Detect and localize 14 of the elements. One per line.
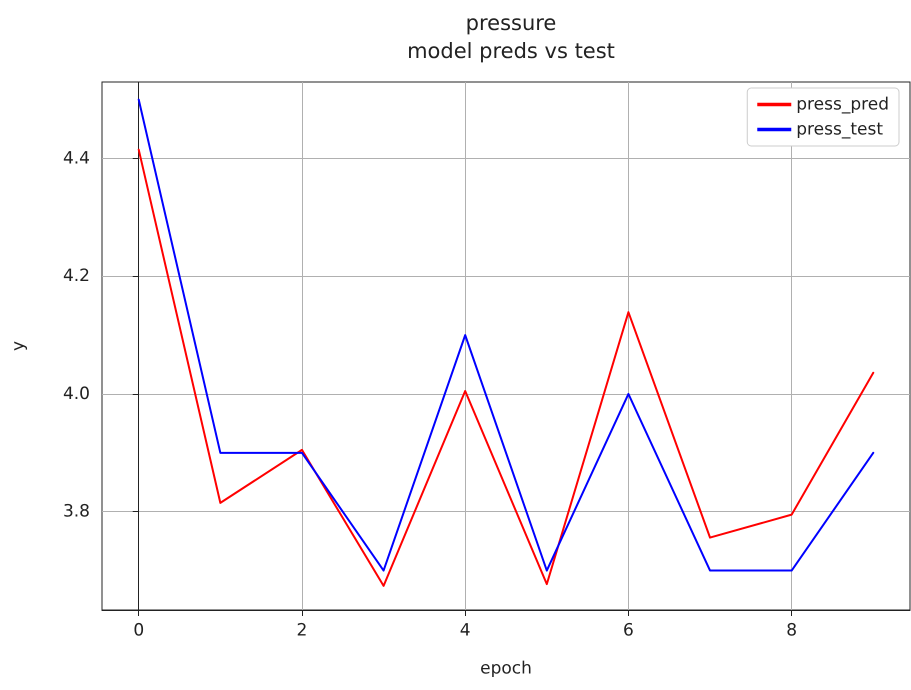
y-tick-label: 4.2 — [62, 266, 90, 286]
chart-title: pressure model preds vs test — [407, 11, 615, 63]
x-tick-label: 6 — [623, 620, 634, 640]
legend-label: press_pred — [796, 94, 890, 114]
x-tick-label: 4 — [460, 620, 471, 640]
y-tick-label: 3.8 — [62, 502, 90, 522]
x-tick-label: 8 — [786, 620, 798, 640]
y-tick-label: 4.0 — [62, 384, 90, 404]
x-axis-title: epoch — [480, 658, 532, 678]
y-tick-label: 4.4 — [62, 148, 90, 169]
x-tick-label: 0 — [133, 620, 144, 640]
y-axis-title: y — [8, 340, 28, 352]
legend-label: press_test — [796, 120, 884, 140]
x-tick-label: 2 — [296, 620, 308, 640]
